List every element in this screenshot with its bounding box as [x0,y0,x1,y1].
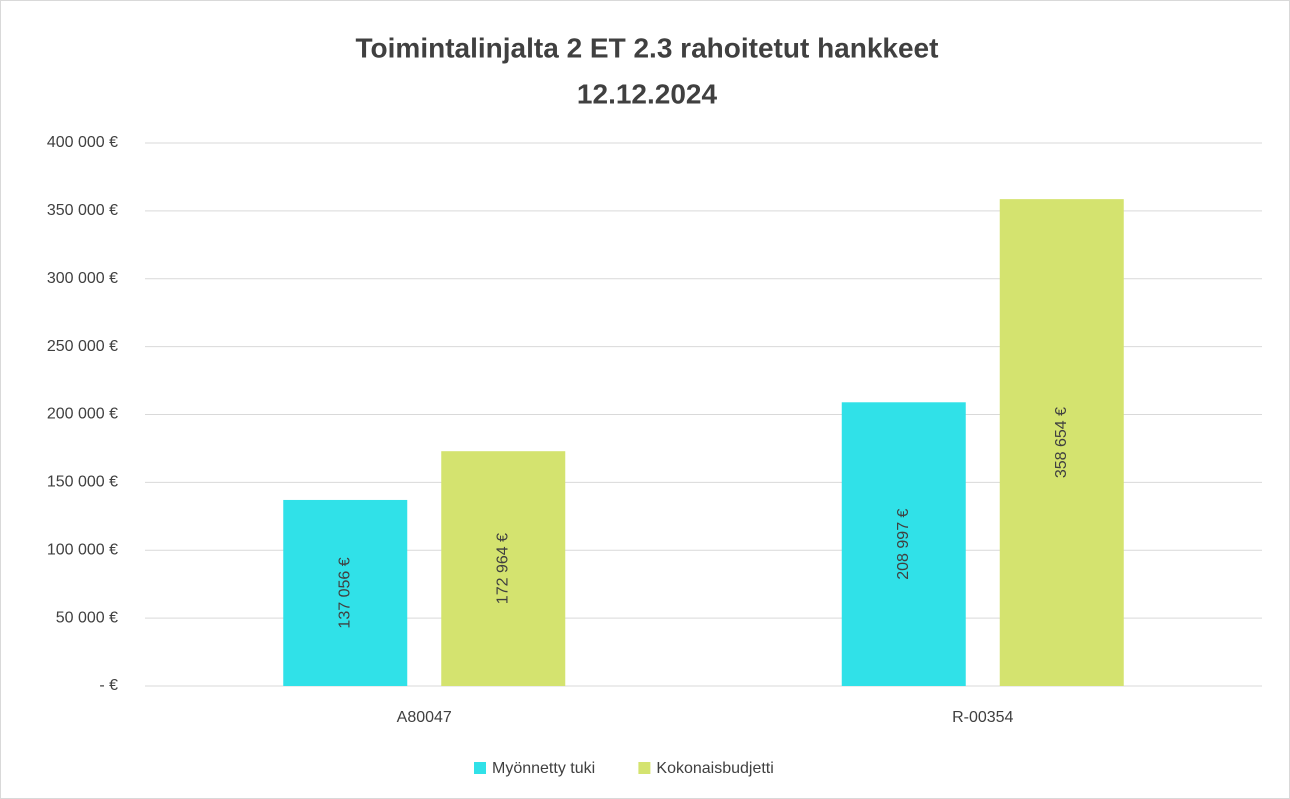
x-tick-label: A80047 [397,709,452,726]
y-tick-label: 300 000 € [47,270,118,287]
legend-label: Myönnetty tuki [492,760,595,777]
legend-swatch [474,762,486,774]
bar [999,199,1124,686]
bar [441,451,566,686]
y-tick-label: 50 000 € [56,609,118,626]
value-label: 358 654 € [1053,407,1070,478]
y-tick-label: 150 000 € [47,474,118,491]
y-tick-label: 200 000 € [47,406,118,423]
chart-subtitle: 12.12.2024 [577,78,718,109]
bar [841,402,966,686]
value-label: 137 056 € [336,557,353,628]
legend-label: Kokonaisbudjetti [656,760,773,777]
value-label: 172 964 € [494,533,511,604]
legend-swatch [638,762,651,774]
value-label: 208 997 € [895,508,912,579]
y-tick-label: - € [99,677,118,694]
y-tick-label: 100 000 € [47,541,118,558]
y-tick-label: 250 000 € [47,338,118,355]
bar [283,499,408,686]
x-tick-label: R-00354 [952,709,1013,726]
y-tick-label: 400 000 € [47,134,118,151]
chart-title: Toimintalinjalta 2 ET 2.3 rahoitetut han… [356,32,939,63]
y-tick-label: 350 000 € [47,202,118,219]
